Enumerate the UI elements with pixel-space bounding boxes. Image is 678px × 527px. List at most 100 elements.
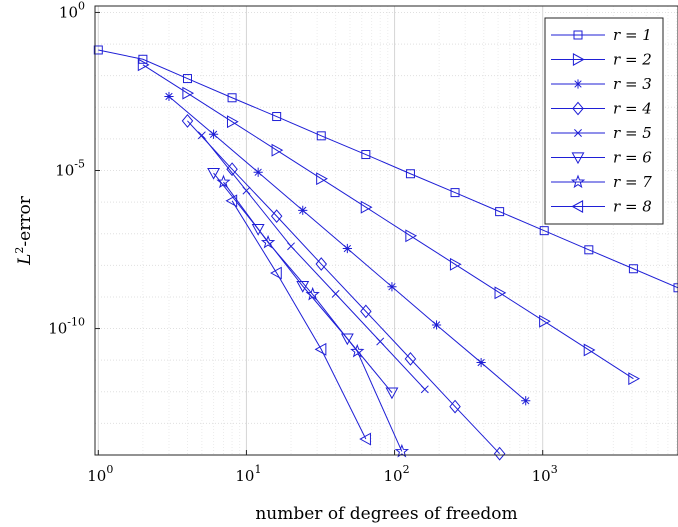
data-point bbox=[628, 372, 641, 386]
x-tick-label: 100 bbox=[87, 463, 113, 485]
plot-series bbox=[93, 45, 678, 461]
data-point bbox=[251, 224, 265, 236]
data-point bbox=[376, 337, 385, 346]
data-point bbox=[360, 304, 372, 319]
legend-label: r = 1 bbox=[613, 26, 652, 44]
data-point bbox=[242, 186, 251, 195]
data-point bbox=[216, 174, 231, 189]
series-line bbox=[201, 134, 426, 390]
x-tick-label: 103 bbox=[532, 463, 558, 485]
series-line bbox=[231, 200, 367, 440]
data-point bbox=[226, 115, 239, 129]
series-8 bbox=[225, 194, 371, 446]
data-point bbox=[208, 129, 219, 139]
legend-marker bbox=[571, 152, 585, 165]
legend-marker bbox=[570, 174, 586, 189]
y-tick-label: 10-5 bbox=[55, 158, 85, 180]
data-point bbox=[387, 282, 397, 292]
data-point bbox=[628, 264, 638, 274]
legend: r = 1 r = 2 r = 3 r = 4 r = 5 r = 6 r = 7 r = 8 bbox=[544, 17, 664, 225]
series-line bbox=[223, 181, 403, 452]
data-point bbox=[181, 114, 194, 128]
data-point bbox=[404, 351, 417, 366]
legend-marker bbox=[574, 129, 582, 137]
data-point bbox=[298, 205, 308, 215]
data-point bbox=[93, 45, 103, 55]
axis-ticks: 100 101 102 103 100 10-5 10-10 bbox=[48, 0, 558, 485]
data-point bbox=[164, 91, 174, 102]
legend-marker bbox=[573, 79, 583, 89]
plot-frame bbox=[94, 5, 678, 456]
data-point bbox=[227, 93, 237, 103]
series-3 bbox=[164, 91, 531, 406]
data-point bbox=[287, 242, 295, 251]
data-point bbox=[225, 194, 238, 208]
data-point bbox=[539, 314, 551, 328]
legend-label: r = 5 bbox=[613, 124, 652, 142]
data-point bbox=[226, 162, 238, 177]
data-point bbox=[405, 229, 418, 243]
data-point bbox=[450, 188, 460, 198]
data-point bbox=[272, 112, 282, 122]
data-point bbox=[476, 357, 486, 368]
x-tick-label: 101 bbox=[235, 463, 261, 485]
data-point bbox=[182, 86, 195, 100]
series-line bbox=[98, 49, 678, 289]
y-tick-label: 100 bbox=[59, 0, 85, 21]
data-point bbox=[316, 172, 328, 186]
data-point bbox=[449, 257, 462, 271]
legend-label: r = 7 bbox=[613, 173, 652, 191]
data-point bbox=[271, 143, 284, 157]
legend-marker bbox=[571, 200, 584, 213]
series-6 bbox=[207, 167, 399, 400]
data-point bbox=[493, 446, 506, 461]
data-point bbox=[420, 385, 429, 394]
series-2 bbox=[137, 58, 641, 386]
data-point bbox=[495, 207, 505, 217]
data-point bbox=[260, 234, 276, 249]
data-point bbox=[270, 266, 282, 280]
data-point bbox=[494, 286, 507, 300]
y-axis-label: L2-error bbox=[13, 195, 35, 266]
data-point bbox=[359, 432, 371, 446]
legend-label: r = 2 bbox=[613, 51, 652, 69]
data-point bbox=[305, 286, 320, 301]
data-point bbox=[340, 333, 354, 346]
legend-box bbox=[544, 17, 664, 225]
data-point bbox=[360, 200, 373, 214]
data-point bbox=[207, 167, 221, 180]
data-point bbox=[342, 243, 352, 254]
data-point bbox=[539, 226, 549, 236]
data-point bbox=[331, 289, 340, 298]
data-point bbox=[350, 343, 365, 358]
y-axis-label-sup: 2 bbox=[13, 247, 26, 254]
legend-label: r = 6 bbox=[613, 149, 652, 167]
series-4 bbox=[181, 114, 506, 461]
data-point bbox=[521, 396, 531, 406]
y-axis-label-main: L bbox=[15, 254, 35, 266]
data-point bbox=[449, 399, 461, 414]
data-point bbox=[137, 58, 150, 72]
data-point bbox=[314, 342, 327, 356]
series-line bbox=[142, 64, 634, 380]
x-tick-label: 102 bbox=[384, 463, 410, 485]
data-point bbox=[385, 387, 399, 400]
data-point bbox=[316, 131, 326, 141]
data-point bbox=[583, 343, 596, 357]
series-5 bbox=[197, 131, 429, 394]
x-axis-label: number of degrees of freedom bbox=[255, 504, 517, 524]
y-axis-label-rest: -error bbox=[15, 195, 35, 246]
data-point bbox=[673, 283, 678, 293]
data-point bbox=[270, 209, 283, 224]
series-line bbox=[213, 172, 393, 393]
legend-label: r = 8 bbox=[613, 198, 652, 216]
data-point bbox=[197, 131, 206, 140]
legend-label: r = 4 bbox=[613, 100, 652, 118]
legend-label: r = 3 bbox=[613, 75, 652, 93]
legend-marker bbox=[573, 30, 583, 40]
series-1 bbox=[93, 45, 678, 293]
data-point bbox=[394, 443, 410, 458]
data-point bbox=[431, 320, 442, 330]
data-point bbox=[253, 167, 263, 177]
